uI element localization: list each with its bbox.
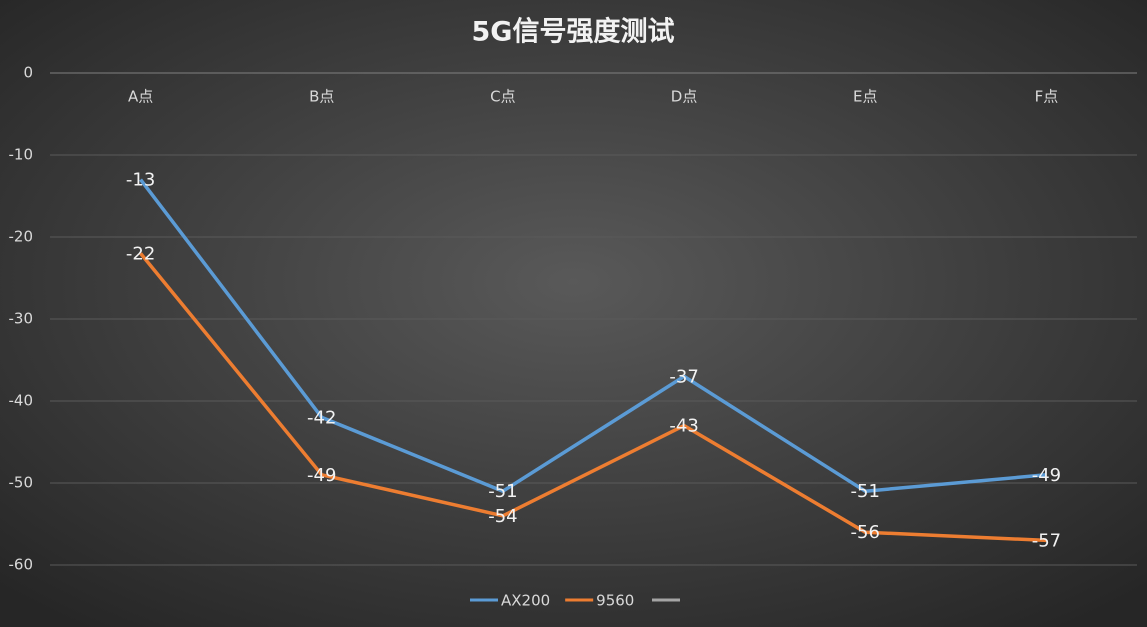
y-tick-label: -30 — [9, 310, 34, 328]
x-tick-label: D点 — [671, 88, 698, 106]
data-label: -54 — [488, 506, 517, 527]
legend-label: 9560 — [596, 592, 634, 610]
y-tick-label: 0 — [23, 64, 33, 82]
data-label: -56 — [851, 522, 880, 543]
x-tick-label: C点 — [490, 88, 515, 106]
y-tick-label: -20 — [9, 228, 34, 246]
x-tick-label: B点 — [309, 88, 334, 106]
data-label: -49 — [307, 465, 336, 486]
data-label: -42 — [307, 407, 336, 428]
x-tick-label: A点 — [128, 88, 153, 106]
data-label: -57 — [1032, 530, 1061, 551]
series-line — [139, 252, 1047, 543]
data-label: -37 — [669, 366, 698, 387]
data-label: -51 — [851, 481, 880, 502]
y-tick-label: -40 — [9, 392, 34, 410]
chart-title: 5G信号强度测试 — [472, 16, 675, 48]
x-tick-label: E点 — [853, 88, 877, 106]
y-tick-label: -60 — [9, 556, 34, 574]
x-tick-label: F点 — [1035, 88, 1059, 106]
data-label: -22 — [126, 243, 155, 264]
series-line — [139, 178, 1047, 493]
data-label: -51 — [488, 481, 517, 502]
data-label: -49 — [1032, 465, 1061, 486]
data-label: -13 — [126, 170, 155, 191]
y-tick-label: -10 — [9, 146, 34, 164]
legend-label: AX200 — [501, 592, 550, 610]
y-tick-label: -50 — [9, 474, 34, 492]
data-label: -43 — [669, 416, 698, 437]
